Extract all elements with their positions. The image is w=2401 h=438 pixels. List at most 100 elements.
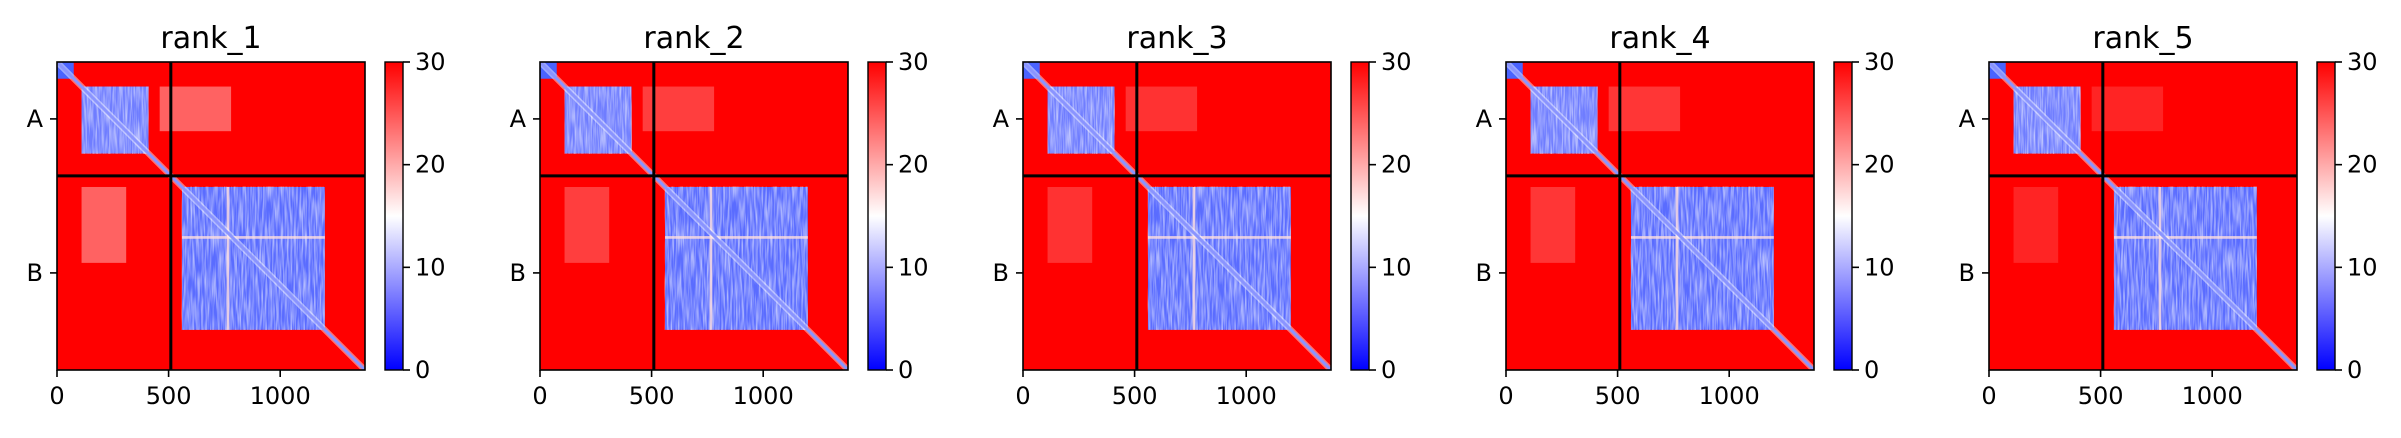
x-tick-label: 0 bbox=[1981, 382, 1996, 410]
heatmap-rank_5 bbox=[1989, 62, 2297, 370]
colorbar: 0 10 20 30 bbox=[1833, 48, 1895, 384]
heatmap-diagonal bbox=[540, 62, 848, 370]
heatmap-diagonal-halo bbox=[1506, 62, 1814, 370]
colorbar-tick-label: 30 bbox=[1864, 48, 1895, 76]
heatmap-rank_1 bbox=[57, 62, 365, 370]
panel-title: rank_5 bbox=[2092, 21, 2193, 56]
heatmap-diagonal bbox=[1989, 62, 2297, 370]
panel-rank_2: rank_2 0 500 1000 A B 0 10 20 30 bbox=[510, 21, 929, 410]
colorbar-gradient bbox=[1350, 61, 1370, 371]
plot-frame bbox=[56, 61, 366, 371]
colorbar-tick-label: 0 bbox=[2347, 356, 2362, 384]
heatmap-diagonal-halo bbox=[540, 62, 848, 370]
domain-chain-b-band-v bbox=[1675, 186, 1679, 330]
y-tick-label-chain-A: A bbox=[993, 105, 1010, 133]
colorbar-tick-label: 20 bbox=[898, 151, 929, 179]
x-tick-label: 500 bbox=[629, 382, 675, 410]
colorbar-tick-label: 20 bbox=[1864, 151, 1895, 179]
heatmap-diagonal-halo bbox=[1023, 62, 1331, 370]
colorbar-tick-label: 10 bbox=[1381, 253, 1412, 281]
colorbar-gradient bbox=[2316, 61, 2336, 371]
colorbar-tick-label: 30 bbox=[1381, 48, 1412, 76]
heatmap-rank_4 bbox=[1506, 62, 1814, 370]
x-tick-label: 1000 bbox=[733, 382, 794, 410]
colorbar-tick-label: 10 bbox=[898, 253, 929, 281]
colorbar-tick-label: 30 bbox=[898, 48, 929, 76]
heatmap-diagonal-halo bbox=[1989, 62, 2297, 370]
x-tick-label: 500 bbox=[1112, 382, 1158, 410]
x-tick-label: 500 bbox=[2078, 382, 2124, 410]
colorbar-tick-label: 20 bbox=[415, 151, 446, 179]
domain-chain-b-band bbox=[1147, 236, 1291, 239]
colorbar-tick-label: 10 bbox=[2347, 253, 2378, 281]
x-tick-label: 0 bbox=[532, 382, 547, 410]
y-tick-label-chain-A: A bbox=[1959, 105, 1976, 133]
x-tick-label: 500 bbox=[1595, 382, 1641, 410]
colorbar: 0 10 20 30 bbox=[1350, 48, 1412, 384]
heatmap-diagonal bbox=[57, 62, 365, 370]
heatmap-diagonal bbox=[1023, 62, 1331, 370]
y-tick-label-chain-A: A bbox=[1476, 105, 1493, 133]
panel-title: rank_1 bbox=[160, 21, 261, 56]
colorbar-tick-label: 20 bbox=[2347, 151, 2378, 179]
y-tick-label-chain-A: A bbox=[510, 105, 527, 133]
colorbar: 0 10 20 30 bbox=[2316, 48, 2378, 384]
panel-title: rank_3 bbox=[1126, 21, 1227, 56]
domain-chain-b-band bbox=[664, 236, 808, 239]
x-tick-label: 0 bbox=[49, 382, 64, 410]
colorbar-gradient bbox=[867, 61, 887, 371]
interchain-region-ba bbox=[2013, 186, 2059, 263]
plot-frame bbox=[1022, 61, 1332, 371]
y-tick-label-chain-B: B bbox=[1476, 259, 1492, 287]
y-tick-label-chain-B: B bbox=[993, 259, 1009, 287]
interchain-region-ba bbox=[1530, 186, 1576, 263]
colorbar-tick-label: 10 bbox=[415, 253, 446, 281]
domain-chain-b-band bbox=[181, 236, 325, 239]
domain-chain-b-band-v bbox=[226, 186, 230, 330]
panel-rank_5: rank_5 0 500 1000 A B 0 10 20 30 bbox=[1959, 21, 2378, 410]
colorbar-tick-label: 0 bbox=[898, 356, 913, 384]
interchain-region-ba bbox=[564, 186, 610, 263]
y-tick-label-chain-A: A bbox=[27, 105, 44, 133]
colorbar-tick-label: 10 bbox=[1864, 253, 1895, 281]
x-tick-label: 500 bbox=[146, 382, 192, 410]
colorbar-tick-label: 0 bbox=[1864, 356, 1879, 384]
x-tick-label: 0 bbox=[1015, 382, 1030, 410]
x-tick-label: 1000 bbox=[1699, 382, 1760, 410]
heatmap-diagonal-halo bbox=[57, 62, 365, 370]
colorbar-tick-label: 30 bbox=[2347, 48, 2378, 76]
colorbar: 0 10 20 30 bbox=[867, 48, 929, 384]
domain-chain-b-band bbox=[1630, 236, 1774, 239]
heatmap-diagonal bbox=[1506, 62, 1814, 370]
plot-frame bbox=[1505, 61, 1815, 371]
colorbar-tick-label: 0 bbox=[415, 356, 430, 384]
colorbar-gradient bbox=[1833, 61, 1853, 371]
plot-frame bbox=[539, 61, 849, 371]
y-tick-label-chain-B: B bbox=[510, 259, 526, 287]
panel-rank_3: rank_3 0 500 1000 A B 0 10 20 30 bbox=[993, 21, 1412, 410]
domain-chain-b-band-v bbox=[709, 186, 713, 330]
domain-chain-b-band-v bbox=[1192, 186, 1196, 330]
domain-chain-b-band-v bbox=[2158, 186, 2162, 330]
plot-frame bbox=[1988, 61, 2298, 371]
y-tick-label-chain-B: B bbox=[27, 259, 43, 287]
panel-rank_4: rank_4 0 500 1000 A B 0 10 20 30 bbox=[1476, 21, 1895, 410]
x-tick-label: 0 bbox=[1498, 382, 1513, 410]
y-tick-label-chain-B: B bbox=[1959, 259, 1975, 287]
panel-rank_1: rank_1 0 500 1000 A B 0 10 20 30 bbox=[27, 21, 446, 410]
x-tick-label: 1000 bbox=[1216, 382, 1277, 410]
colorbar-tick-label: 30 bbox=[415, 48, 446, 76]
x-tick-label: 1000 bbox=[2182, 382, 2243, 410]
panel-title: rank_4 bbox=[1609, 21, 1710, 56]
heatmap-rank_2 bbox=[540, 62, 848, 370]
interchain-region-ba bbox=[1047, 186, 1093, 263]
heatmap-rank_3 bbox=[1023, 62, 1331, 370]
colorbar-tick-label: 0 bbox=[1381, 356, 1396, 384]
colorbar-tick-label: 20 bbox=[1381, 151, 1412, 179]
colorbar-gradient bbox=[384, 61, 404, 371]
panel-title: rank_2 bbox=[643, 21, 744, 56]
domain-chain-b-band bbox=[2113, 236, 2257, 239]
colorbar: 0 10 20 30 bbox=[384, 48, 446, 384]
x-tick-label: 1000 bbox=[250, 382, 311, 410]
